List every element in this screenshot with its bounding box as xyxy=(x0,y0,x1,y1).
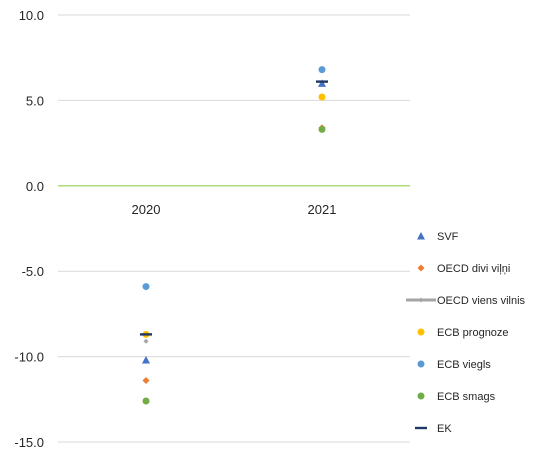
legend-label: EK xyxy=(437,423,452,435)
legend: SVF OECD divi viļņi OECD viens vilnis ECB p… xyxy=(406,231,526,435)
legend-marker xyxy=(418,297,424,303)
data-point xyxy=(318,93,326,101)
legend-marker xyxy=(415,426,427,430)
y-axis-ticks: 10.0 5.0 0.0 -5.0 -10.0 -15.0 xyxy=(14,8,44,450)
y-tick-label: -5.0 xyxy=(22,264,44,279)
legend-label: ECB smags xyxy=(437,391,496,403)
y-tick-label: -15.0 xyxy=(14,435,44,450)
data-point xyxy=(318,79,326,87)
data-point xyxy=(140,333,152,336)
x-tick-label: 2021 xyxy=(308,202,337,217)
legend-marker xyxy=(417,360,425,368)
legend-label: ECB viegls xyxy=(437,359,491,371)
data-point xyxy=(318,66,326,74)
legend-marker xyxy=(417,232,425,240)
data-point xyxy=(142,356,150,364)
data-point xyxy=(143,338,149,344)
data-point xyxy=(142,283,150,291)
data-marks xyxy=(140,66,328,405)
y-tick-label: 10.0 xyxy=(19,8,44,23)
legend-marker xyxy=(417,328,425,336)
legend-label: SVF xyxy=(437,231,459,243)
data-point xyxy=(316,80,328,83)
x-tick-label: 2020 xyxy=(132,202,161,217)
y-tick-label: 5.0 xyxy=(26,93,44,108)
y-tick-label: -10.0 xyxy=(14,350,44,365)
legend-label: OECD divi viļņi xyxy=(437,263,510,275)
legend-marker xyxy=(417,392,425,400)
data-point xyxy=(142,397,150,405)
legend-label: ECB prognoze xyxy=(437,327,509,339)
x-axis: 2020 2021 xyxy=(58,185,410,217)
data-point xyxy=(142,377,150,385)
gridlines xyxy=(58,14,410,443)
legend-marker xyxy=(417,264,425,272)
y-tick-label: 0.0 xyxy=(26,179,44,194)
data-point xyxy=(318,125,326,133)
legend-label: OECD viens vilnis xyxy=(437,295,526,307)
